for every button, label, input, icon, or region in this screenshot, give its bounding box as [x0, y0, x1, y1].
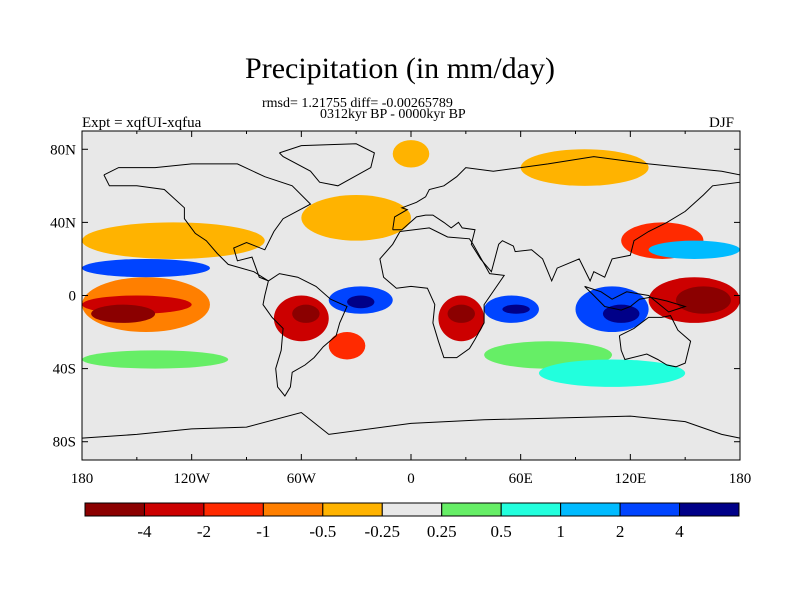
colorbar-swatch	[500, 502, 562, 517]
australia-coast	[618, 315, 692, 368]
colorbar-swatch	[262, 502, 324, 517]
antarctica-coast	[81, 411, 741, 439]
north-america-coast	[103, 163, 312, 282]
colorbar-swatch	[203, 502, 264, 517]
y-tick-label: 80N	[50, 142, 76, 158]
indian-ocean-core	[502, 304, 530, 314]
south-atlantic-dry	[328, 332, 366, 360]
colorbar-label: 2	[616, 522, 625, 541]
x-tick-label: 60W	[287, 471, 317, 487]
north-pacific-blue	[648, 240, 740, 259]
x-axis: 180 120W 60W 0 60E 120E 180	[71, 131, 752, 487]
y-axis: 80N 40N 0 40S 80S	[50, 142, 740, 451]
south-america-coast	[262, 273, 348, 397]
south-pacific-green-belt	[82, 350, 229, 369]
y-tick-label: 40N	[50, 215, 76, 231]
amazon-core	[292, 304, 320, 323]
southern-ocean-cyan	[538, 359, 686, 387]
colorbar-label: 0.25	[427, 522, 457, 541]
maritime-core	[602, 304, 640, 323]
colorbar-label: -2	[197, 522, 211, 541]
pacific-core-dry	[91, 304, 156, 323]
southern-africa-core	[447, 304, 475, 323]
period-line: 0312kyr BP - 0000kyr BP	[320, 107, 466, 122]
season-label: DJF	[709, 115, 735, 131]
coastlines	[81, 143, 741, 439]
colorbar-label: 4	[675, 522, 684, 541]
colorbar-label: -0.25	[365, 522, 400, 541]
experiment-label: Expt = xqfUI-xqfua	[82, 115, 202, 131]
colorbar-swatch	[322, 502, 383, 517]
colorbar-label: 1	[556, 522, 565, 541]
colorbar-swatch	[84, 502, 145, 517]
north-atlantic-orange	[301, 194, 411, 241]
eurasia-coast	[392, 156, 741, 283]
colorbar-swatch	[619, 502, 681, 517]
chart-title: Precipitation (in mm/day)	[245, 52, 555, 85]
colorbar-label: -4	[137, 522, 152, 541]
x-tick-label: 120W	[173, 471, 211, 487]
x-tick-label: 120E	[614, 471, 646, 487]
y-tick-label: 40S	[53, 362, 76, 378]
y-tick-label: 80S	[53, 435, 76, 451]
pacific-blue-tongue	[82, 258, 210, 278]
x-tick-label: 0	[407, 471, 415, 487]
north-pacific-orange	[82, 222, 265, 259]
colorbar: -4 -2 -1 -0.5 -0.25 0.25 0.5 1 2 4	[84, 502, 740, 541]
colorbar-label: -1	[256, 522, 270, 541]
greenland-orange	[392, 140, 430, 168]
atlantic-core	[347, 295, 375, 309]
x-tick-label: 180	[729, 471, 752, 487]
west-pacific-core	[676, 286, 731, 314]
x-tick-label: 180	[71, 471, 94, 487]
siberia-orange	[520, 149, 649, 186]
colorbar-swatch	[560, 502, 621, 517]
y-tick-label: 0	[69, 289, 77, 305]
indonesia-coast	[584, 285, 687, 313]
stats-line: rmsd= 1.21755 diff= -0.00265789	[262, 96, 453, 111]
colorbar-label: -0.5	[309, 522, 336, 541]
colorbar-swatch	[143, 502, 205, 517]
colorbar-swatch	[441, 502, 502, 517]
colorbar-label: 0.5	[491, 522, 512, 541]
colorbar-swatch	[381, 502, 443, 517]
precip-field	[82, 131, 740, 460]
colorbar-swatch	[679, 502, 740, 517]
greenland-coast	[279, 143, 375, 187]
x-tick-label: 60E	[509, 471, 533, 487]
